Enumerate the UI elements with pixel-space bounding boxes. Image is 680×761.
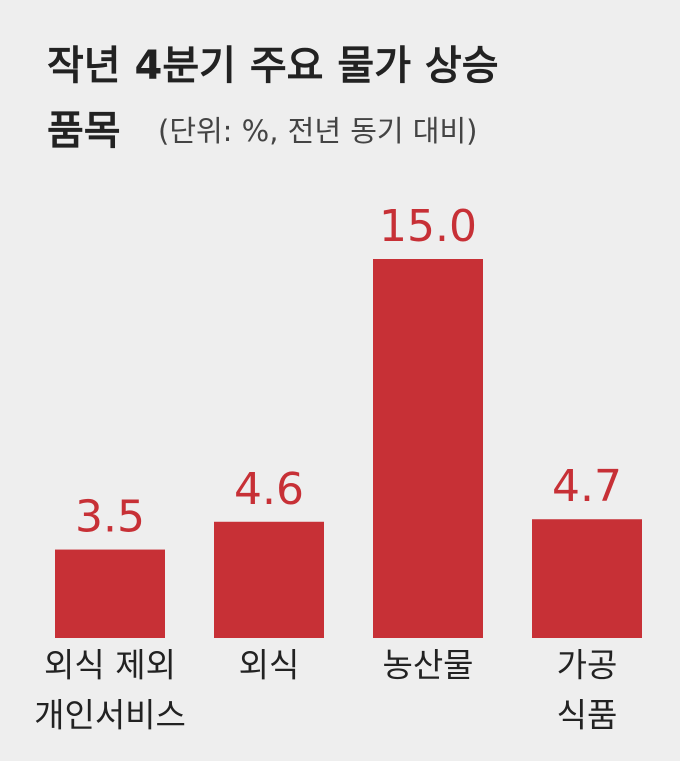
bar bbox=[214, 521, 324, 638]
value-label: 4.6 bbox=[234, 464, 304, 515]
bar bbox=[532, 519, 642, 638]
value-label: 4.7 bbox=[552, 461, 622, 512]
x-tick-label: 외식 bbox=[239, 646, 300, 685]
value-label: 15.0 bbox=[379, 201, 477, 252]
value-label: 3.5 bbox=[75, 492, 145, 543]
chart-title-line: 품목 bbox=[47, 108, 121, 154]
x-tick-label: 가공 bbox=[557, 646, 618, 685]
bar bbox=[373, 259, 483, 638]
chart-subtitle: (단위: %, 전년 동기 대비) bbox=[158, 114, 478, 148]
bar bbox=[55, 549, 165, 638]
x-tick-label: 개인서비스 bbox=[34, 696, 186, 735]
x-tick-label: 식품 bbox=[557, 696, 618, 735]
x-tick-label: 외식 제외 bbox=[44, 646, 176, 685]
x-tick-label: 농산물 bbox=[382, 646, 473, 685]
chart-title-line: 작년 4분기 주요 물가 상승 bbox=[47, 43, 499, 89]
